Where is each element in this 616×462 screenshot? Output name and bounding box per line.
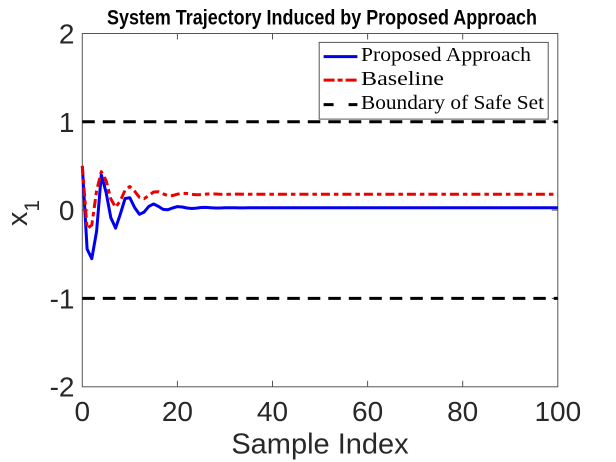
svg-text:60: 60 (352, 396, 383, 427)
svg-text:.: . (289, 337, 304, 341)
svg-text:Baseline: Baseline (361, 68, 444, 90)
svg-text:-1: -1 (50, 283, 75, 314)
svg-text:20: 20 (162, 396, 193, 427)
svg-text:Proposed Approach: Proposed Approach (361, 44, 531, 66)
svg-text:.: . (187, 336, 203, 340)
svg-text:0: 0 (59, 195, 75, 226)
svg-text:Sample Index: Sample Index (231, 429, 409, 461)
svg-text:Boundary of Safe Set: Boundary of Safe Set (361, 92, 544, 114)
svg-text:.: . (389, 337, 404, 341)
svg-text:System Trajectory Induced by P: System Trajectory Induced by Proposed Ap… (107, 7, 537, 30)
svg-text:100: 100 (534, 396, 581, 427)
svg-text:2: 2 (59, 19, 75, 50)
svg-text:40: 40 (257, 396, 288, 427)
svg-text:-2: -2 (50, 372, 75, 403)
svg-text:1: 1 (59, 107, 75, 138)
svg-text:0: 0 (75, 396, 91, 427)
svg-text:80: 80 (447, 396, 478, 427)
